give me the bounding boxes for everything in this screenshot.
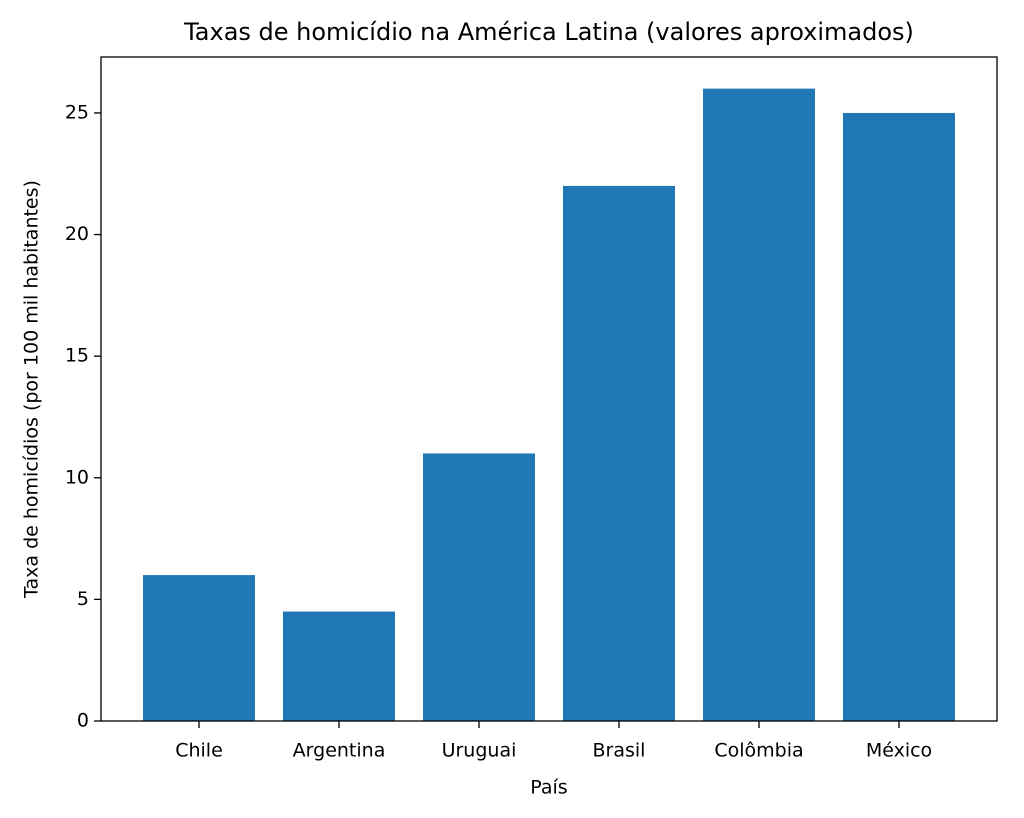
x-tick-label: Brasil <box>593 740 646 762</box>
y-tick-label: 0 <box>77 710 89 732</box>
bar <box>283 611 395 721</box>
x-tick-label: Argentina <box>293 740 386 762</box>
bar <box>423 453 535 721</box>
y-tick-label: 10 <box>65 466 89 488</box>
x-tick-label: Uruguai <box>442 740 517 762</box>
y-tick-label: 25 <box>65 101 89 123</box>
x-axis-label: País <box>530 777 567 799</box>
y-tick-label: 15 <box>65 345 89 367</box>
bar <box>843 112 955 721</box>
plot-frame <box>100 56 998 722</box>
x-tick-label: México <box>866 740 932 762</box>
chart-title: Taxas de homicídio na América Latina (va… <box>183 18 914 46</box>
y-axis-label: Taxa de homicídios (por 100 mil habitant… <box>21 180 43 599</box>
x-tick-label: Chile <box>175 740 223 762</box>
bar <box>703 88 815 722</box>
y-tick-label: 5 <box>77 588 89 610</box>
y-tick-label: 20 <box>65 223 89 245</box>
x-tick-label: Colômbia <box>714 740 803 762</box>
bar <box>563 185 675 721</box>
bar <box>143 575 255 721</box>
